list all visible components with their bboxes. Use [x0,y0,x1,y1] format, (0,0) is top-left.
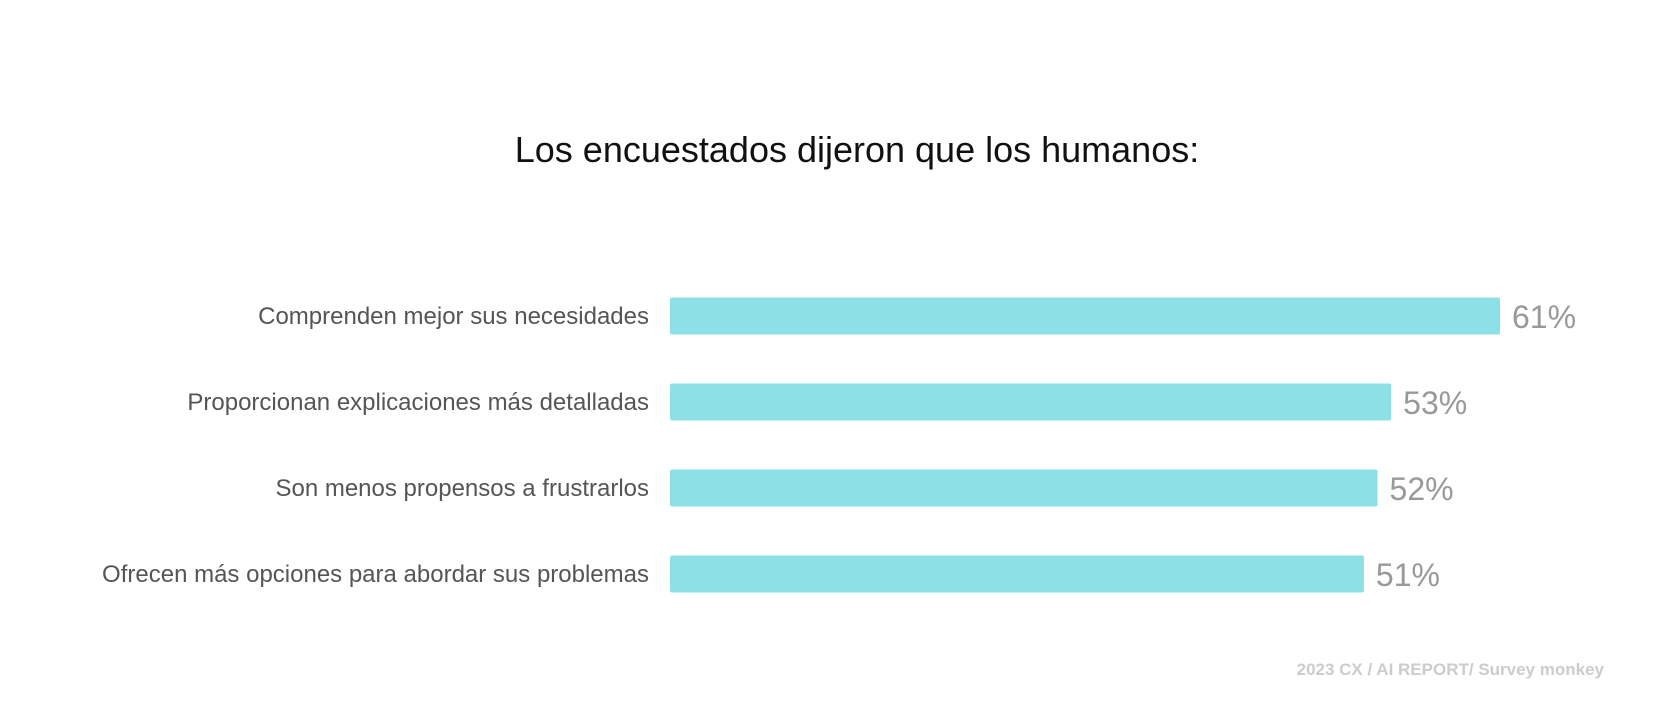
value-label: 61% [1512,299,1576,335]
bar [670,383,1392,421]
value-label: 52% [1390,471,1454,507]
value-label: 51% [1376,557,1440,593]
chart-title: Los encuestados dijeron que los humanos: [515,129,1199,170]
source-note: 2023 CX / AI REPORT/ Survey monkey [1297,660,1605,679]
bar [670,297,1500,335]
bars-group: Comprenden mejor sus necesidades 61% Propo… [102,297,1576,593]
category-label: Son menos propensos a frustrarlos [275,475,649,502]
bar [670,555,1364,593]
category-label: Proporcionan explicaciones más detallada… [187,389,649,416]
bar [670,469,1378,507]
category-label: Ofrecen más opciones para abordar sus pr… [102,561,649,588]
category-label: Comprenden mejor sus necesidades [258,303,649,330]
value-label: 53% [1403,385,1467,421]
